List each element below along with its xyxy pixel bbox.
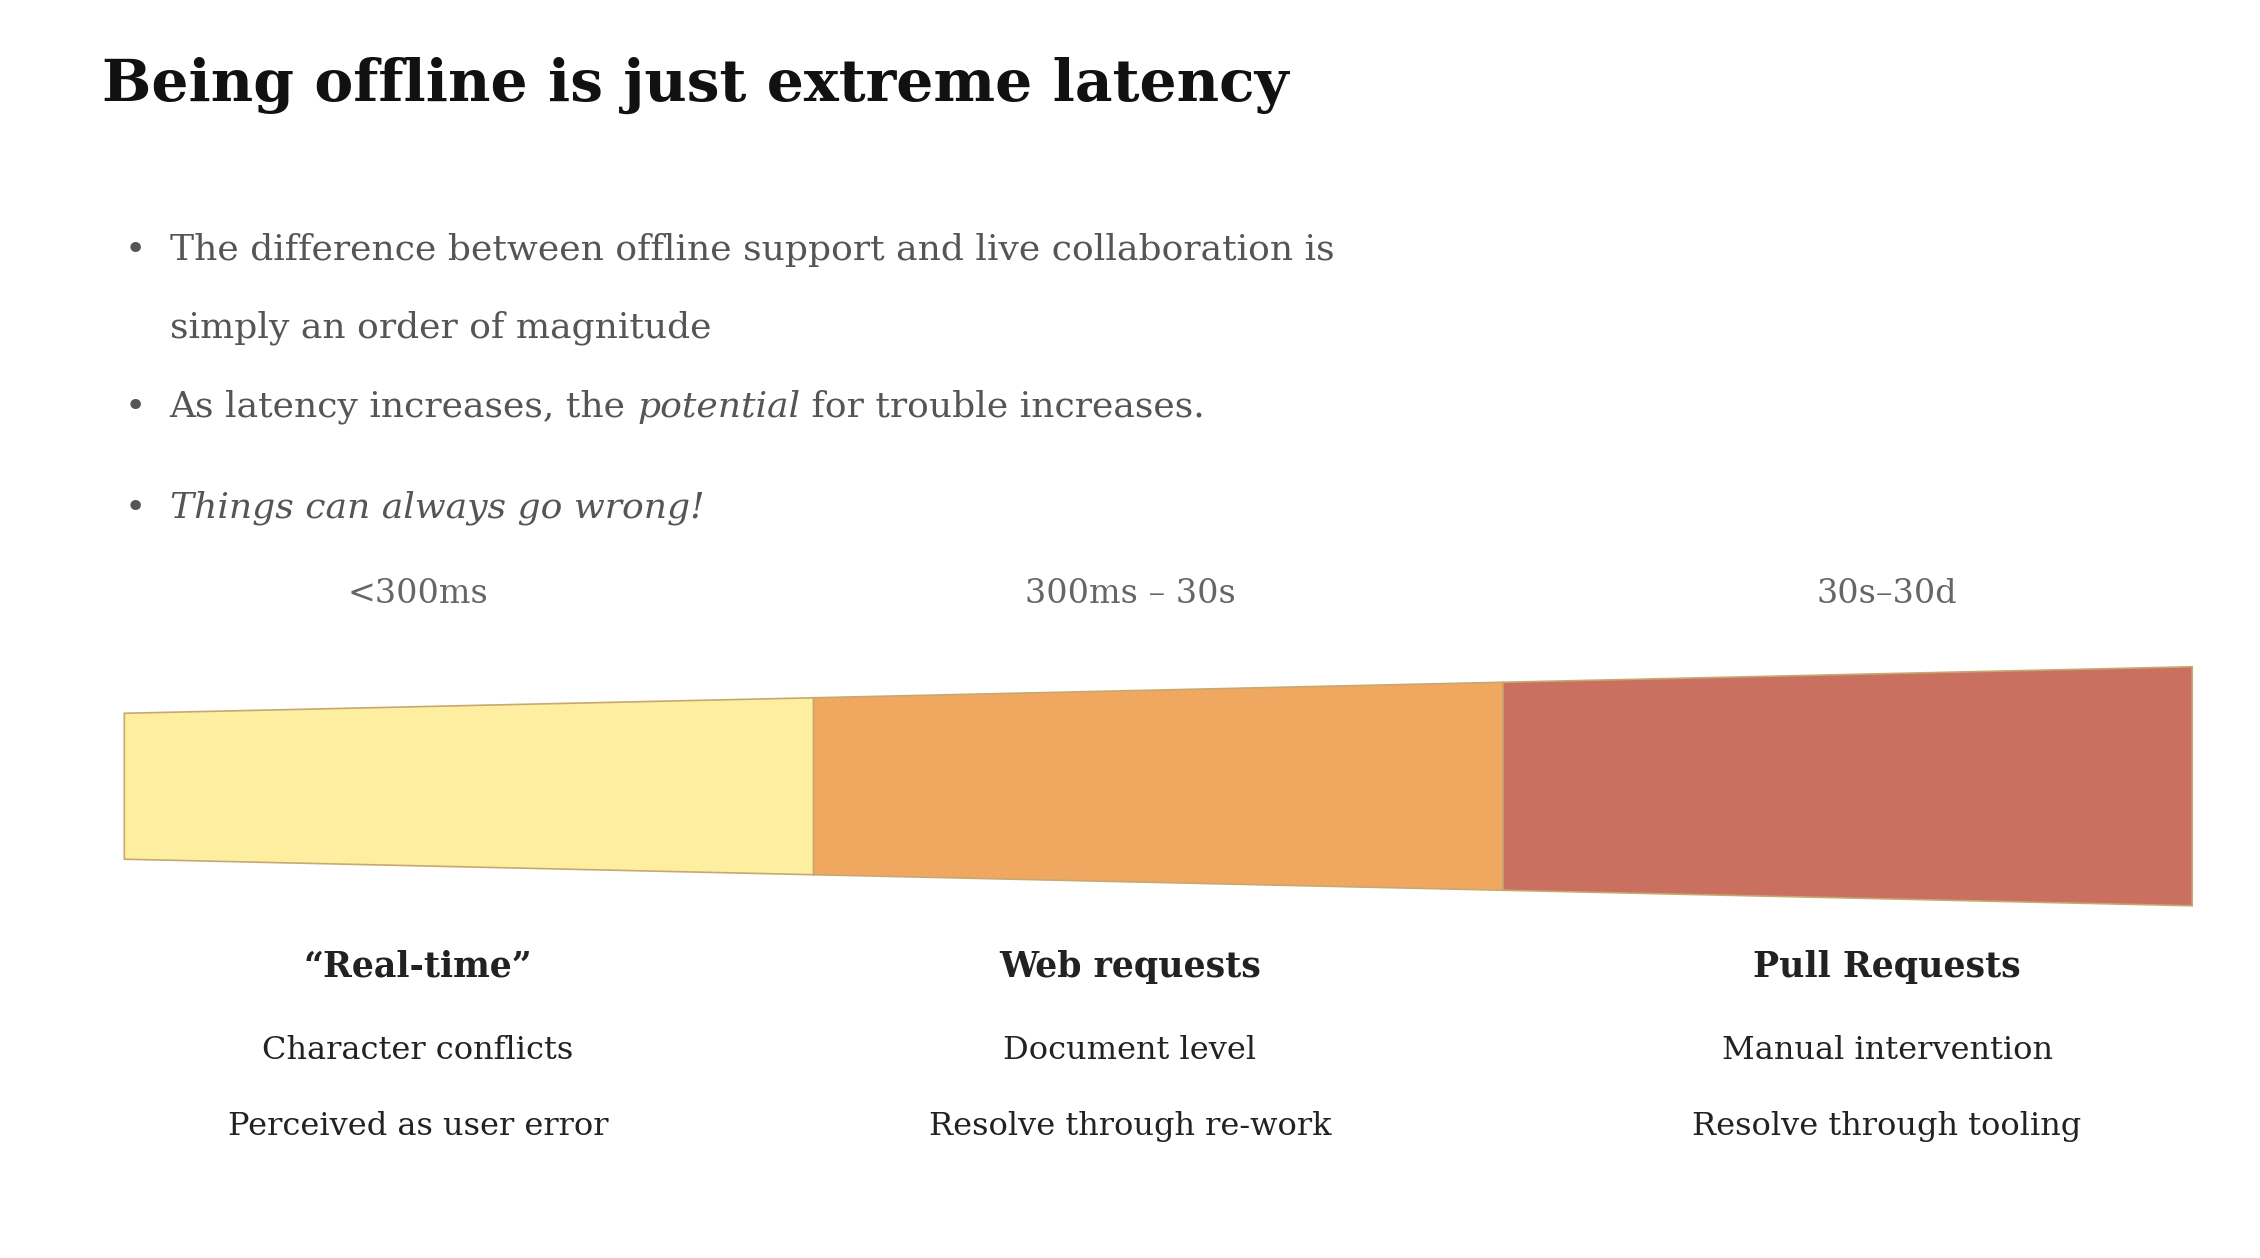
Text: Resolve through tooling: Resolve through tooling	[1693, 1111, 2081, 1142]
Text: “Real-time”: “Real-time”	[303, 950, 533, 984]
Text: Manual intervention: Manual intervention	[1722, 1035, 2052, 1067]
Text: Pull Requests: Pull Requests	[1754, 950, 2020, 984]
Text: 300ms – 30s: 300ms – 30s	[1024, 579, 1236, 610]
Text: 30s–30d: 30s–30d	[1817, 579, 1957, 610]
Polygon shape	[1503, 667, 2192, 906]
Text: potential: potential	[637, 390, 800, 424]
Text: Character conflicts: Character conflicts	[262, 1035, 574, 1067]
Text: Document level: Document level	[1003, 1035, 1257, 1067]
Text: As latency increases, the: As latency increases, the	[170, 390, 637, 424]
Text: •: •	[124, 390, 145, 424]
Text: Resolve through re-work: Resolve through re-work	[929, 1111, 1331, 1142]
Text: Things can always go wrong!: Things can always go wrong!	[170, 491, 705, 525]
Text: for trouble increases.: for trouble increases.	[800, 390, 1205, 424]
Text: •: •	[124, 233, 145, 267]
Polygon shape	[124, 698, 814, 874]
Text: Web requests: Web requests	[999, 950, 1261, 984]
Text: simply an order of magnitude: simply an order of magnitude	[170, 311, 712, 345]
Text: <300ms: <300ms	[348, 579, 488, 610]
Text: Perceived as user error: Perceived as user error	[228, 1111, 608, 1142]
Polygon shape	[814, 682, 1503, 891]
Text: Being offline is just extreme latency: Being offline is just extreme latency	[102, 57, 1288, 113]
Text: The difference between offline support and live collaboration is: The difference between offline support a…	[170, 233, 1333, 267]
Text: •: •	[124, 491, 145, 525]
